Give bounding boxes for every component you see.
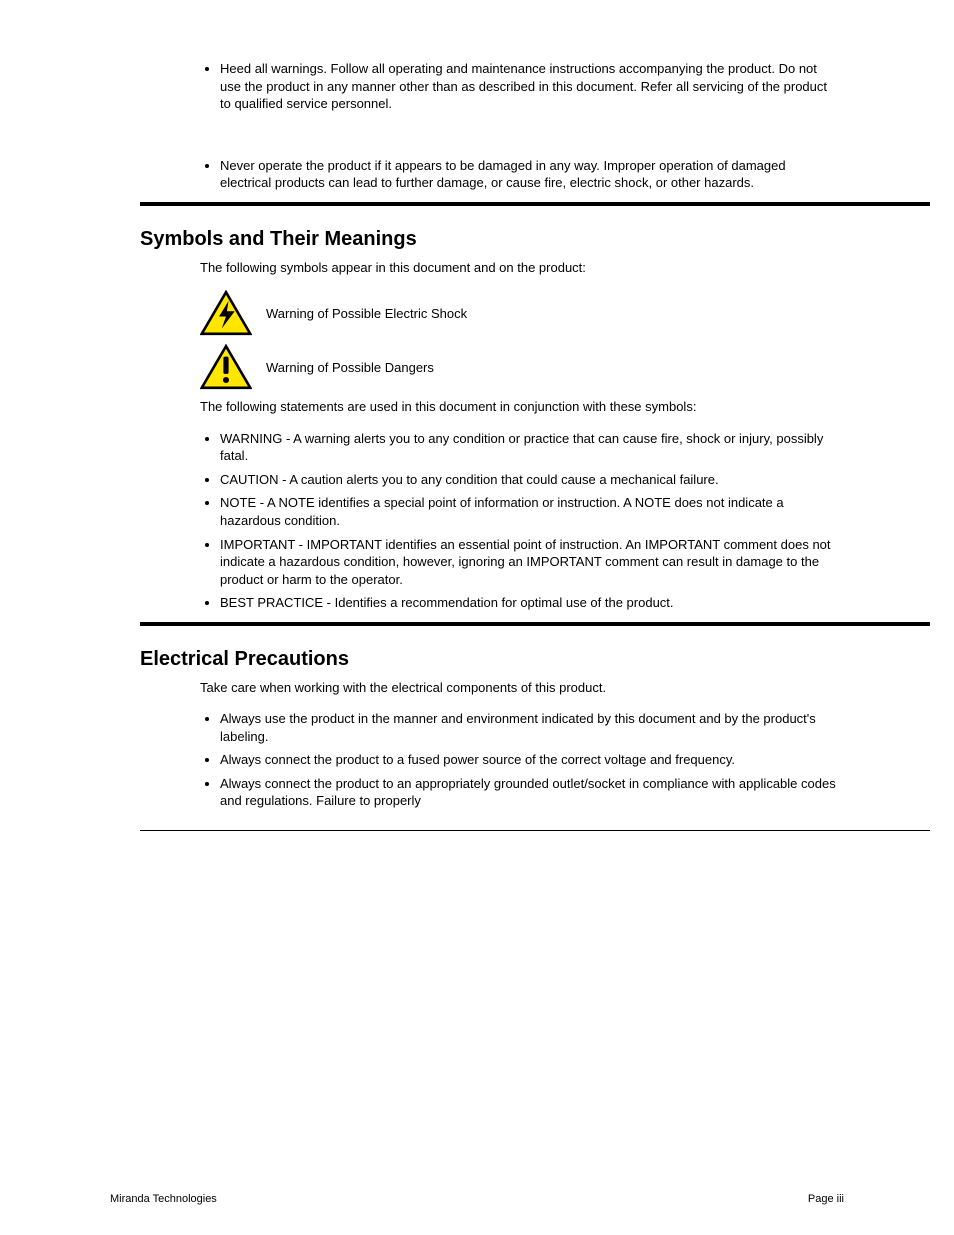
electrical-bullet-list: Always use the product in the manner and…: [200, 710, 840, 810]
electric-shock-icon: [200, 290, 252, 336]
section-divider: [140, 622, 930, 626]
list-item: NOTE - A NOTE identifies a special point…: [220, 494, 840, 529]
symbol-label-general: Warning of Possible Dangers: [266, 359, 434, 377]
list-item: Never operate the product if it appears …: [220, 157, 840, 192]
electrical-lead: Take care when working with the electric…: [200, 679, 840, 697]
list-item: BEST PRACTICE - Identifies a recommendat…: [220, 594, 840, 612]
list-item: Always connect the product to an appropr…: [220, 775, 840, 810]
symbol-row-shock: Warning of Possible Electric Shock: [200, 290, 840, 336]
footer-left: Miranda Technologies: [110, 1193, 217, 1205]
section-heading-electrical: Electrical Precautions: [140, 648, 840, 671]
spacer: [200, 119, 840, 157]
list-item: Heed all warnings. Follow all operating …: [220, 60, 840, 113]
list-item: IMPORTANT - IMPORTANT identifies an esse…: [220, 536, 840, 589]
intro-bullet-list: Heed all warnings. Follow all operating …: [200, 60, 840, 113]
symbols-list-intro: The following statements are used in thi…: [200, 398, 840, 416]
content-column: Heed all warnings. Follow all operating …: [200, 60, 840, 831]
footer-rule: [140, 830, 930, 831]
warning-icon: [200, 344, 252, 390]
page-footer: Miranda Technologies Page iii: [110, 1193, 844, 1205]
list-item: Always connect the product to a fused po…: [220, 751, 840, 769]
footer-right: Page iii: [808, 1193, 844, 1205]
intro-bullet-list-2: Never operate the product if it appears …: [200, 157, 840, 192]
symbol-row-general: Warning of Possible Dangers: [200, 344, 840, 390]
symbol-label-shock: Warning of Possible Electric Shock: [266, 305, 467, 323]
list-item: CAUTION - A caution alerts you to any co…: [220, 471, 840, 489]
page-root: Heed all warnings. Follow all operating …: [0, 0, 954, 1235]
section-divider: [140, 202, 930, 206]
symbol-definitions-list: WARNING - A warning alerts you to any co…: [200, 430, 840, 612]
symbols-lead: The following symbols appear in this doc…: [200, 259, 840, 277]
list-item: WARNING - A warning alerts you to any co…: [220, 430, 840, 465]
section-heading-symbols: Symbols and Their Meanings: [140, 228, 840, 251]
list-item: Always use the product in the manner and…: [220, 710, 840, 745]
